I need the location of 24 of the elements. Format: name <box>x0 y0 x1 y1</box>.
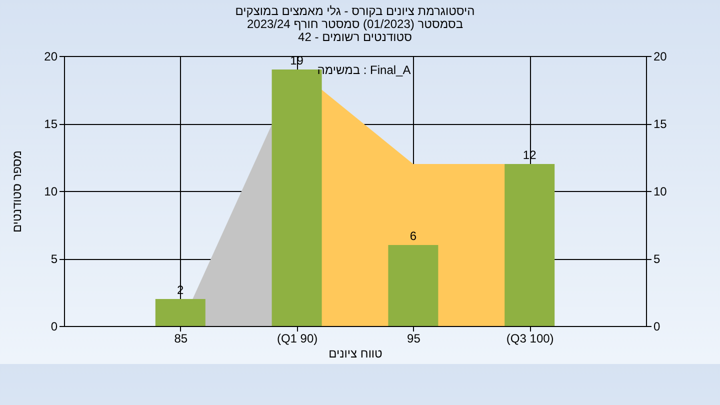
x-tick-label: (Q3 100) <box>506 332 554 346</box>
y-tick-label: 20 <box>44 50 58 64</box>
y2-tick-label: 15 <box>654 117 668 131</box>
data-label: 6 <box>410 229 417 243</box>
y2-tick-label: 10 <box>654 184 668 198</box>
x-tick-label: (Q1 90) <box>276 332 318 346</box>
x-tick-label: 85 <box>174 332 188 346</box>
annotation: במשימה : Final_A <box>317 63 411 77</box>
y-axis-title: מספר סטודנטים <box>10 150 24 233</box>
bar <box>388 245 438 326</box>
text: בסמסטר (01/2023) סמסטר חורף 2023/24 <box>246 17 464 31</box>
y-tick-label: 10 <box>44 184 58 198</box>
bar <box>504 164 555 326</box>
y2-tick-label: 20 <box>654 50 668 64</box>
y-tick-label: 0 <box>50 320 58 334</box>
y2-tick-label: 5 <box>654 252 660 266</box>
x-axis-title: טווח ציונים <box>328 346 383 360</box>
y2-tick-label: 0 <box>654 320 660 334</box>
text: היסטוגרמת ציונים בקורס - גלי מאמצים במוצקים <box>235 4 475 18</box>
y-tick-label: 15 <box>44 117 58 131</box>
text: סטודנטים רשומים - 42 <box>298 30 412 44</box>
bar <box>155 299 206 326</box>
x-tick-label: 95 <box>407 332 421 346</box>
y-tick-label: 5 <box>50 252 58 266</box>
